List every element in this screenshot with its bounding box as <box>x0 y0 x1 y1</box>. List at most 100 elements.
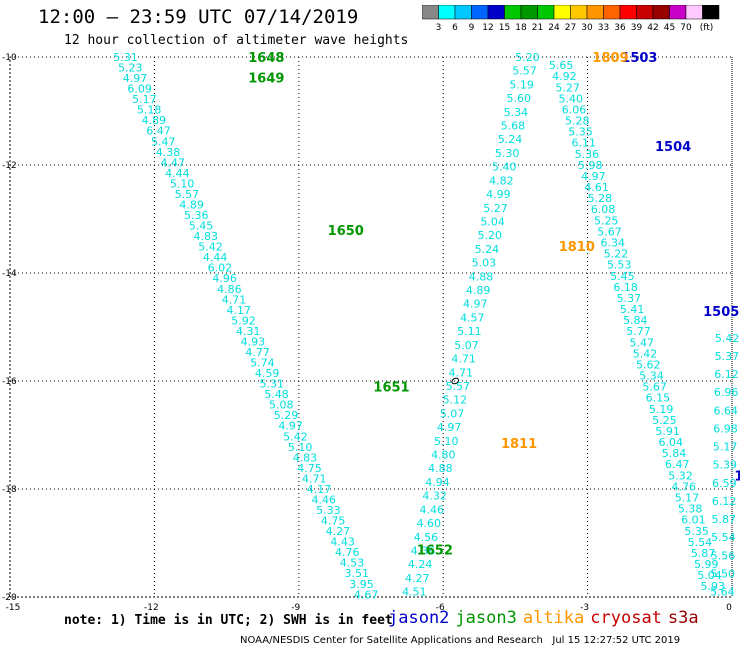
swh-value: 5.57 <box>446 380 471 393</box>
swh-value: 6.18 <box>613 281 638 294</box>
color-scale-label: 3 <box>436 23 442 33</box>
swh-value: 5.32 <box>668 469 693 482</box>
swh-value: 6.59 <box>712 477 737 490</box>
color-scale-label: 12 <box>482 23 493 33</box>
swh-value: 5.37 <box>715 350 740 363</box>
swh-value: 5.19 <box>509 78 534 91</box>
swh-value: 5.29 <box>274 409 299 422</box>
swh-value: 4.24 <box>408 558 433 571</box>
x-tick-label: -9 <box>291 603 300 612</box>
pass-time-label: 1651 <box>373 380 409 395</box>
swh-value: 4.75 <box>321 515 346 528</box>
swh-value: 6.15 <box>646 392 671 405</box>
swh-value: 5.30 <box>495 147 520 160</box>
swh-value: 5.17 <box>132 93 157 106</box>
swh-value: 5.47 <box>151 135 176 148</box>
swh-value: 5.35 <box>568 126 593 139</box>
swh-value: 4.71 <box>448 366 473 379</box>
color-scale-label: 15 <box>499 23 510 33</box>
swh-value: 5.64 <box>710 586 735 599</box>
swh-value: 5.93 <box>700 580 725 593</box>
x-tick-label: -15 <box>6 603 21 612</box>
swh-value: 6.12 <box>712 495 737 508</box>
swh-value: 5.77 <box>626 325 651 338</box>
pass-time-label: 1504 <box>655 140 691 155</box>
swh-value: 5.42 <box>715 332 740 345</box>
swh-value: 5.19 <box>649 403 674 416</box>
legend-item-jason3: jason3 <box>455 608 517 628</box>
swh-value: 5.50 <box>710 567 735 580</box>
y-tick-label: -20 <box>2 593 17 603</box>
swh-value: 4.89 <box>466 284 491 297</box>
swh-value: 5.18 <box>137 104 162 117</box>
wave-height-plot: -15 -12 -9 -6 -3 0-10-12-14-16-18-205.315.234… <box>2 51 740 612</box>
swh-value: 5.10 <box>170 177 195 190</box>
plot-frame <box>9 56 733 598</box>
swh-value: 5.57 <box>175 188 200 201</box>
color-scale-label: 27 <box>565 23 576 33</box>
position-marker <box>451 377 460 385</box>
swh-value: 6.06 <box>562 103 587 116</box>
swh-value: 4.56 <box>414 531 439 544</box>
x-tick-label: 0 <box>726 603 732 612</box>
swh-value: 5.54 <box>688 536 713 549</box>
swh-value: 5.45 <box>189 220 214 233</box>
swh-value: 5.36 <box>575 148 600 161</box>
swh-value: 5.27 <box>483 202 508 215</box>
swh-value: 5.42 <box>198 241 223 254</box>
swh-value: 5.20 <box>515 51 540 64</box>
swh-value: 5.67 <box>597 225 622 238</box>
swh-value: 5.74 <box>250 357 275 370</box>
swh-value: 4.97 <box>278 420 303 433</box>
swh-value: 5.57 <box>512 65 537 78</box>
pass-time-label: 1810 <box>559 240 595 255</box>
credit-line: NOAA/NESDIS Center for Satellite Applica… <box>240 635 681 646</box>
swh-value: 5.07 <box>440 407 465 420</box>
color-scale-label: 42 <box>647 23 658 33</box>
legend-item-cryosat: cryosat <box>590 608 662 628</box>
swh-value: 3.95 <box>349 578 374 591</box>
color-scale-label: 30 <box>581 23 593 33</box>
swh-value: 4.51 <box>402 586 427 599</box>
swh-value: 5.03 <box>472 257 497 270</box>
swh-value: 5.20 <box>477 229 502 242</box>
swh-value: 5.40 <box>559 92 584 105</box>
swh-value: 6.12 <box>714 368 739 381</box>
swh-value: 4.86 <box>217 283 242 296</box>
color-scale-label: 18 <box>515 23 527 33</box>
color-scale-unit: (ft) <box>700 23 714 33</box>
swh-value: 5.56 <box>711 549 736 562</box>
swh-value: 4.99 <box>486 188 511 201</box>
swh-value: 5.38 <box>678 503 703 516</box>
swh-value: 4.76 <box>671 480 696 493</box>
swh-value: 4.57 <box>460 311 485 324</box>
swh-value: 4.61 <box>584 181 609 194</box>
swh-value: 5.47 <box>630 336 655 349</box>
swh-value: 5.37 <box>617 292 642 305</box>
swh-value: 5.24 <box>475 243 500 256</box>
swh-value: 4.83 <box>193 230 218 243</box>
swh-value: 4.27 <box>326 525 351 538</box>
swh-value: 5.33 <box>316 504 341 517</box>
swh-value: 5.34 <box>639 370 664 383</box>
swh-value: 4.46 <box>311 493 336 506</box>
pass-time-label: 1649 <box>248 72 284 87</box>
swh-value: 4.31 <box>236 325 261 338</box>
legend-item-jason2: jason2 <box>388 608 450 628</box>
color-scale-label: 21 <box>532 23 543 33</box>
swh-value: 4.60 <box>417 517 442 530</box>
swh-value: 4.88 <box>428 462 453 475</box>
swh-value: 4.88 <box>469 270 494 283</box>
swh-value: 5.65 <box>549 59 574 72</box>
pass-time-label: 1505 <box>703 305 739 320</box>
color-scale-label: 39 <box>631 23 643 33</box>
swh-value: 4.46 <box>419 503 444 516</box>
swh-value: 5.28 <box>588 192 613 205</box>
swh-value: 5.87 <box>691 547 716 560</box>
swh-value: 4.83 <box>293 451 318 464</box>
swh-value: 5.24 <box>498 133 523 146</box>
swh-value: 5.31 <box>113 51 138 64</box>
swh-value: 6.11 <box>571 137 596 150</box>
swh-value: 5.23 <box>118 62 143 75</box>
swh-value: 4.27 <box>405 572 430 585</box>
